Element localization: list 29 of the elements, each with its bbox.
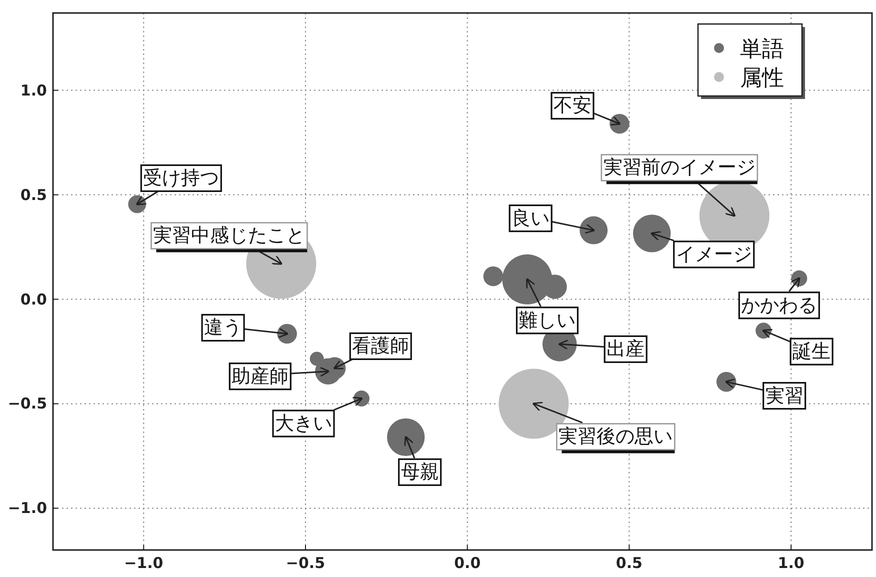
annotation: 誕生 (792, 340, 831, 363)
y-tick-label: −1.0 (8, 499, 47, 518)
y-tick-label: 0.5 (20, 186, 47, 204)
annotation: 受け持つ (143, 167, 220, 190)
annotation: 違う (204, 316, 242, 339)
annotation: 良い (512, 207, 550, 230)
annotation: 助産師 (232, 365, 289, 388)
annotation: 実習 (765, 384, 804, 407)
y-tick-label: 0.0 (20, 290, 47, 308)
annotation: 実習前のイメージ (603, 156, 756, 179)
y-tick-label: −0.5 (8, 394, 47, 413)
annotation: 実習中感じたこと (153, 224, 306, 247)
legend-label: 属性 (740, 66, 784, 91)
x-tick-label: −1.0 (124, 554, 164, 572)
x-tick-label: −0.5 (286, 554, 326, 572)
legend-label: 単語 (740, 37, 784, 62)
x-tick-label: 0.0 (454, 554, 481, 572)
annotation: イメージ (676, 243, 752, 266)
annotation: かかわる (741, 294, 818, 316)
annotation: 不安 (554, 94, 592, 117)
annotation: 看護師 (352, 335, 410, 358)
annotation: 母親 (400, 461, 439, 484)
x-tick-label: 1.0 (778, 554, 804, 572)
y-tick-label: 1.0 (20, 81, 47, 100)
annotation: 大きい (275, 412, 332, 435)
annotation: 出産 (606, 338, 645, 360)
annotation: 実習後の思い (558, 426, 673, 448)
annotation: 難しい (518, 309, 576, 332)
x-tick-label: 0.5 (616, 554, 643, 572)
